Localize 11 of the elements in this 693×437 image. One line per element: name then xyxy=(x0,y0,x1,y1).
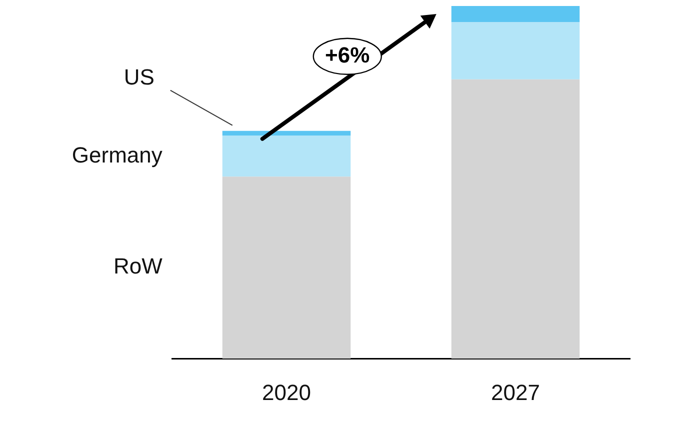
text: US xyxy=(124,64,154,90)
x-tick-label: 2020 xyxy=(262,380,311,405)
bar xyxy=(222,130,351,136)
text: RoW xyxy=(113,254,163,279)
bar xyxy=(451,22,580,80)
text: Germany xyxy=(72,142,162,168)
bar xyxy=(451,79,580,359)
annotation: +6% xyxy=(325,42,370,68)
bar xyxy=(451,6,580,22)
x-tick-label: 2027 xyxy=(491,380,540,405)
bar xyxy=(222,176,351,359)
